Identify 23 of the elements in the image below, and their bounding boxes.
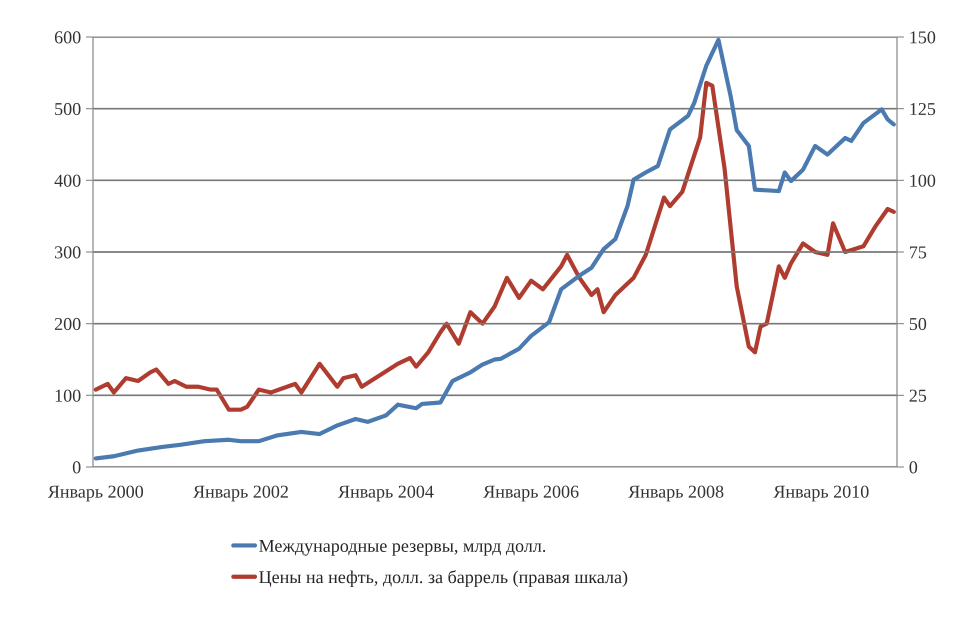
legend-label: Цены на нефть, долл. за баррель (правая шкала) xyxy=(259,570,628,587)
y-tick-label: 400 xyxy=(54,174,81,187)
legend-label: Международные резервы, млрд долл. xyxy=(259,540,546,556)
y-tick-label: 300 xyxy=(54,246,81,258)
y-tick-label: 0 xyxy=(72,461,81,474)
x-tick-label: Январь 2010 xyxy=(773,486,869,502)
y2-tick-label: 25 xyxy=(910,390,926,402)
line-series xyxy=(94,80,896,412)
x-tick-label: Январь 2008 xyxy=(628,486,724,502)
x-tick-label: Январь 2006 xyxy=(483,486,579,502)
y-tick-label: 100 xyxy=(56,390,81,402)
y2-tick-label: 100 xyxy=(910,174,936,187)
y2-tick-label: 75 xyxy=(910,246,926,258)
x-tick-label: Январь 2002 xyxy=(193,486,288,502)
x-tick-label: Январь 2000 xyxy=(48,486,144,502)
y-tick-label: 600 xyxy=(54,31,81,44)
y2-tick-label: 50 xyxy=(910,318,926,330)
x-tick-label: Январь 2004 xyxy=(338,486,434,502)
y2-tick-label: 0 xyxy=(909,461,918,474)
y2-tick-label: 150 xyxy=(910,31,936,44)
y-tick-label: 200 xyxy=(54,318,81,330)
y-tick-label: 500 xyxy=(55,102,81,116)
y2-tick-label: 125 xyxy=(910,102,936,116)
